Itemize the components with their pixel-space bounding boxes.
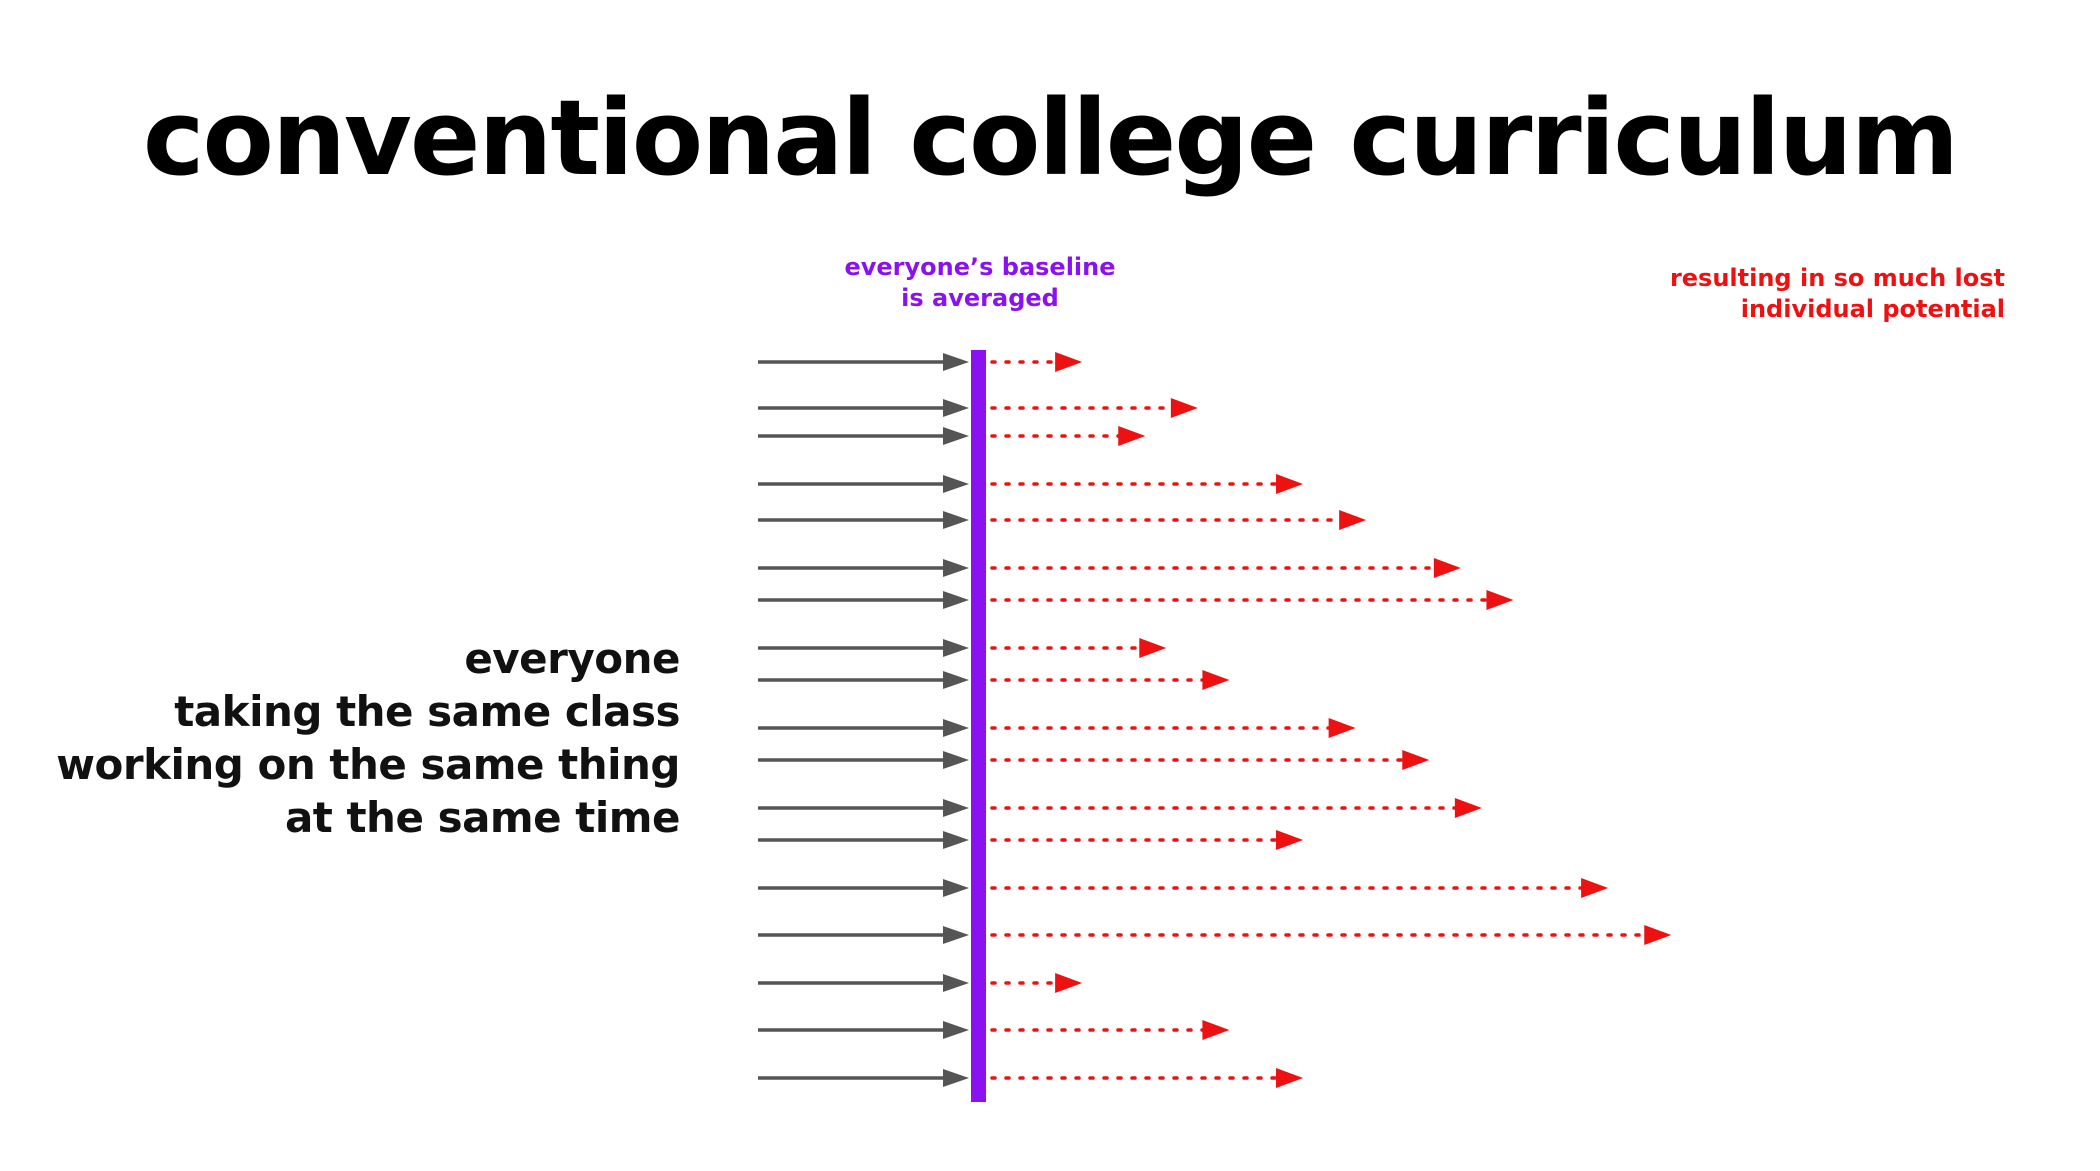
potential-arrowhead [1118, 426, 1146, 446]
input-arrowhead [943, 1069, 969, 1087]
description-text: everyone taking the same class working o… [40, 632, 680, 844]
input-arrowhead [943, 974, 969, 992]
potential-arrowhead [1170, 398, 1198, 418]
potential-arrowhead [1139, 638, 1167, 658]
input-arrowhead [943, 559, 969, 577]
potential-arrowhead [1581, 878, 1609, 898]
potential-arrowhead [1276, 1068, 1304, 1088]
lost-potential-label-line: individual potential [1740, 295, 2005, 323]
lost-potential-label: resulting in so much lost individual pot… [1600, 263, 2005, 325]
input-arrowhead [943, 879, 969, 897]
input-arrowhead [943, 831, 969, 849]
description-line: taking the same class [174, 687, 680, 736]
input-arrowhead [943, 511, 969, 529]
potential-arrowhead [1339, 510, 1367, 530]
potential-arrowhead [1454, 798, 1482, 818]
potential-arrowhead [1486, 590, 1514, 610]
input-arrowhead [943, 353, 969, 371]
description-line: at the same time [284, 793, 681, 842]
input-arrowhead [943, 1021, 969, 1039]
input-arrowhead [943, 751, 969, 769]
baseline-label-line: is averaged [901, 284, 1059, 312]
potential-arrowhead [1055, 973, 1083, 993]
input-arrowhead [943, 591, 969, 609]
input-arrowhead [943, 799, 969, 817]
input-arrowhead [943, 926, 969, 944]
potential-arrowhead [1328, 718, 1356, 738]
input-arrowhead [943, 719, 969, 737]
potential-arrowhead [1202, 1020, 1230, 1040]
input-arrowhead [943, 427, 969, 445]
baseline-label-line: everyone’s baseline [844, 253, 1116, 281]
input-arrowhead [943, 639, 969, 657]
input-arrowhead [943, 399, 969, 417]
potential-arrowhead [1402, 750, 1430, 770]
page-title: conventional college curriculum [142, 77, 1959, 199]
potential-arrowhead [1276, 474, 1304, 494]
lost-potential-label-line: resulting in so much lost [1669, 264, 2005, 292]
potential-arrowhead [1276, 830, 1304, 850]
baseline-bar [971, 350, 986, 1102]
potential-arrowhead [1433, 558, 1461, 578]
description-line: working on the same thing [56, 740, 680, 789]
potential-arrowhead [1055, 352, 1083, 372]
baseline-label: everyone’s baseline is averaged [830, 252, 1130, 314]
description-line: everyone [464, 634, 680, 683]
potential-arrowhead [1644, 925, 1672, 945]
potential-arrowhead [1202, 670, 1230, 690]
input-arrowhead [943, 671, 969, 689]
input-arrowhead [943, 475, 969, 493]
